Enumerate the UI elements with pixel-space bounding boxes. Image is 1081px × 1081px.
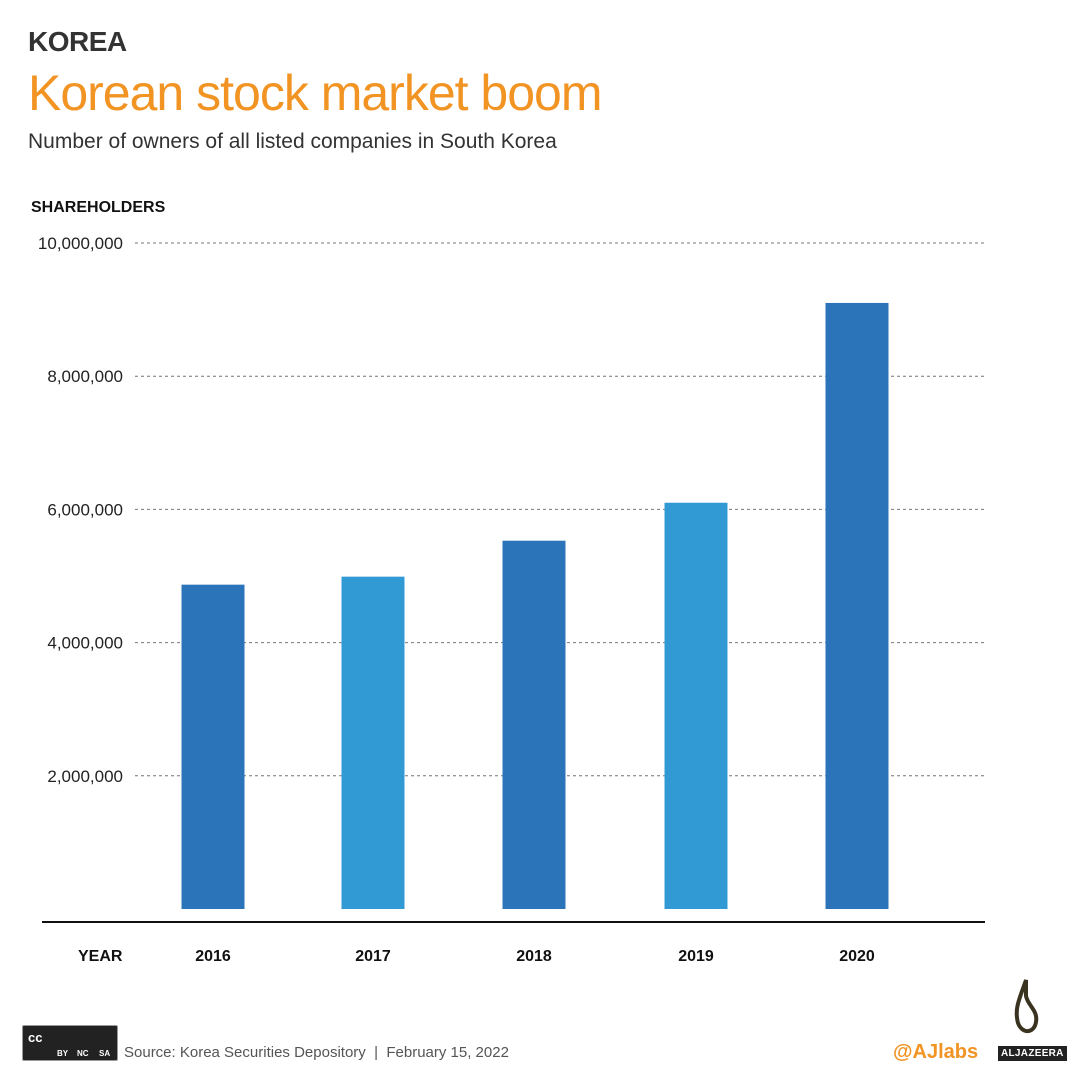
- bar-2019: [664, 502, 728, 909]
- x-tick-label: 2016: [195, 948, 231, 965]
- y-tick-label: 4,000,000: [47, 634, 123, 653]
- y-tick-label: 6,000,000: [47, 500, 123, 519]
- sa-icon: SA: [99, 1049, 111, 1058]
- x-tick-label: 2017: [355, 948, 391, 965]
- y-tick-label: 8,000,000: [47, 367, 123, 386]
- kicker: KOREA: [28, 26, 127, 57]
- x-tick-label: 2020: [839, 948, 875, 965]
- x-tick-label: 2019: [678, 948, 714, 965]
- chart-title: Korean stock market boom: [28, 65, 602, 121]
- by-icon: BY: [57, 1049, 69, 1058]
- cc-license-badge: cc BY NC SA: [22, 1025, 118, 1061]
- y-tick-label: 2,000,000: [47, 767, 123, 786]
- y-tick-label: 10,000,000: [38, 234, 123, 253]
- aljazeera-wordmark: ALJAZEERA: [998, 1046, 1067, 1061]
- x-axis-label: YEAR: [78, 948, 123, 965]
- chart-subtitle: Number of owners of all listed companies…: [28, 130, 557, 153]
- bar-2016: [181, 584, 245, 909]
- bar-2018: [502, 540, 566, 909]
- bar-2020: [825, 302, 889, 909]
- bar-chart: 2,000,000 4,000,000 6,000,000 8,000,000 10,0…: [38, 234, 985, 965]
- bar-2017: [341, 576, 405, 909]
- nc-icon: NC: [77, 1049, 89, 1058]
- source-note: Source: Korea Securities Depository | Fe…: [124, 1044, 509, 1061]
- x-tick-label: 2018: [516, 948, 552, 965]
- aljazeera-logo-icon: [1014, 979, 1039, 1034]
- ajlabs-handle: @AJlabs: [893, 1041, 979, 1063]
- cc-icon: cc: [28, 1030, 43, 1045]
- y-axis-label: SHAREHOLDERS: [31, 199, 166, 216]
